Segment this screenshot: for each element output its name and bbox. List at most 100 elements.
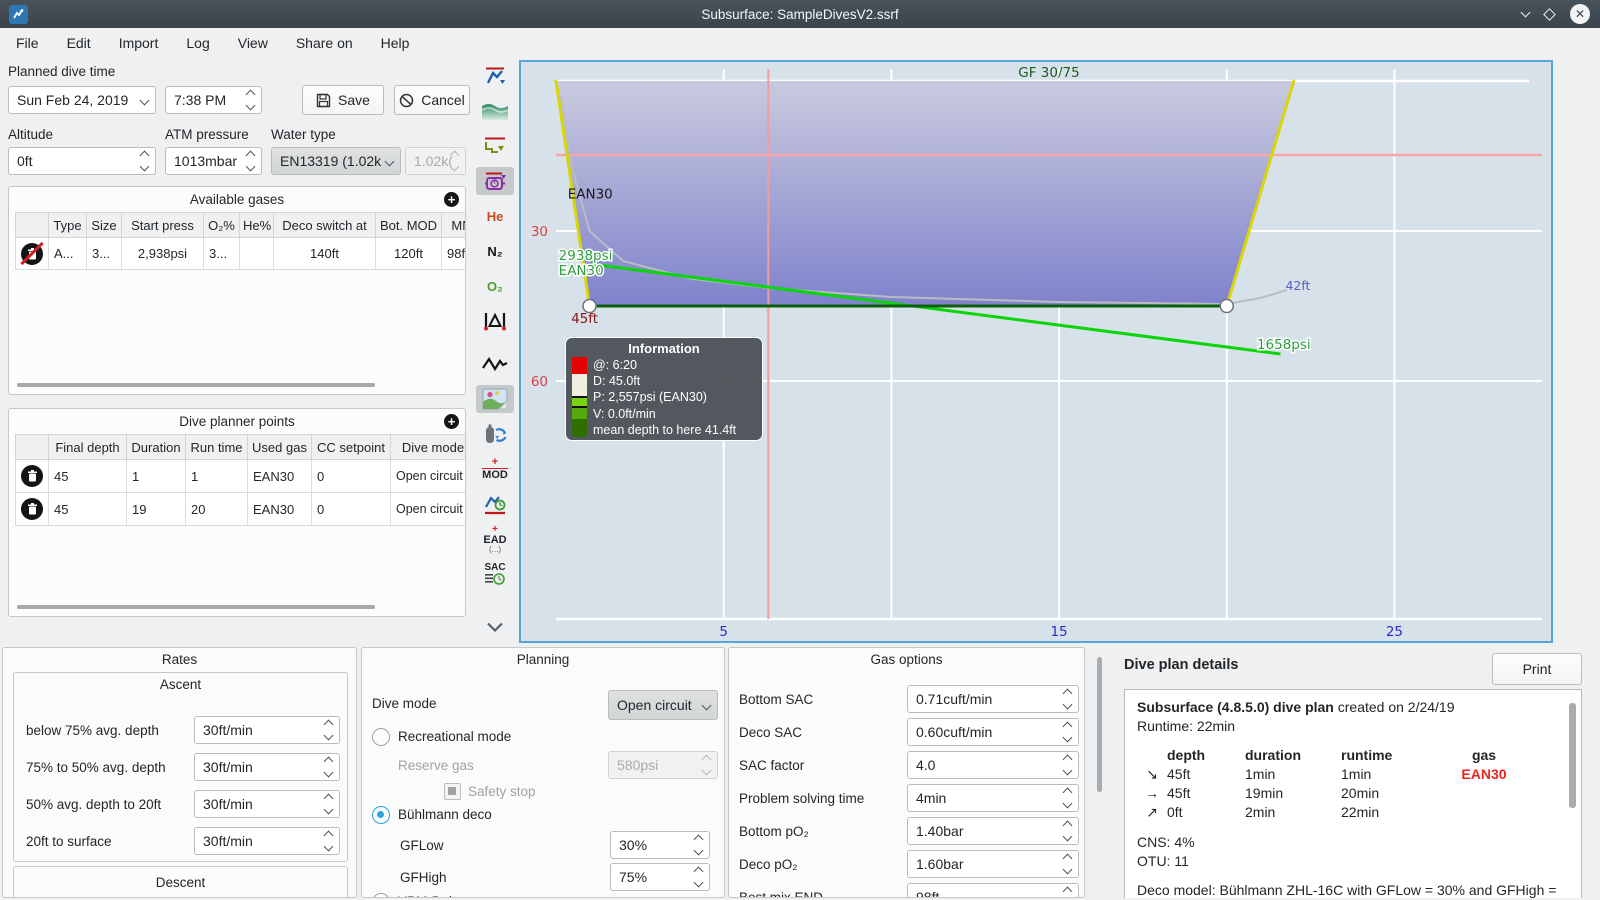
- point-gas-cell[interactable]: EAN30: [247, 492, 312, 526]
- add-gas-button[interactable]: +: [444, 192, 459, 207]
- gas-size-cell[interactable]: 3...: [86, 237, 122, 270]
- gas-o2-cell[interactable]: 3...: [203, 237, 240, 270]
- col-deco-switch[interactable]: Deco switch at: [273, 212, 376, 238]
- dive-profile-chart[interactable]: EAN30 2938psi EAN30 45ft 42ft 1658psi 30 60 5 15 2…: [519, 60, 1553, 643]
- col-duration[interactable]: Duration: [126, 434, 186, 460]
- minimize-icon[interactable]: [1520, 7, 1531, 17]
- col-cc-setpoint[interactable]: CC setpoint: [311, 434, 391, 460]
- tissue-heatmap-button[interactable]: [476, 167, 514, 195]
- buhlmann-deco-radio[interactable]: [372, 806, 390, 824]
- profile-scale-button[interactable]: [476, 62, 514, 90]
- col-o2[interactable]: O₂%: [203, 212, 240, 238]
- point-depth-cell[interactable]: 45: [48, 459, 127, 493]
- gas-type-cell[interactable]: A...: [48, 237, 87, 270]
- add-point-button[interactable]: +: [444, 414, 459, 429]
- maximize-icon[interactable]: [1543, 7, 1556, 21]
- menu-share-on[interactable]: Share on: [295, 35, 353, 51]
- delete-point-icon[interactable]: [21, 498, 43, 520]
- mod-toggle-button[interactable]: + MOD: [482, 456, 508, 481]
- delete-gas-icon[interactable]: [21, 242, 43, 265]
- point-runtime-cell[interactable]: 1: [185, 459, 248, 493]
- ascent-rate-spinner[interactable]: 30ft/min: [194, 716, 340, 744]
- vpmb-deco-radio[interactable]: [372, 893, 390, 897]
- chevron-down-icon: [384, 156, 395, 166]
- ascent-rate-spinner[interactable]: 30ft/min: [194, 790, 340, 818]
- sac-factor-spinner[interactable]: 4.0: [907, 751, 1079, 779]
- ascent-rate-spinner[interactable]: 30ft/min: [194, 753, 340, 781]
- dive-plan-text[interactable]: Subsurface (4.8.5.0) dive plan created o…: [1124, 689, 1582, 898]
- ceiling-button[interactable]: [476, 132, 514, 160]
- nitrogen-graph-button[interactable]: N₂: [487, 243, 503, 259]
- menu-import[interactable]: Import: [118, 35, 159, 51]
- bottom-po2-spinner[interactable]: 1.40bar: [907, 817, 1079, 845]
- delete-point-icon[interactable]: [21, 465, 43, 487]
- col-run-time[interactable]: Run time: [185, 434, 248, 460]
- menu-view[interactable]: View: [237, 35, 268, 51]
- ead-toggle-button[interactable]: + EAD (...): [483, 523, 507, 554]
- gas-switch-cell[interactable]: 140ft: [273, 237, 376, 270]
- dive-date-combo[interactable]: Sun Feb 24, 2019: [8, 86, 156, 114]
- atm-pressure-spinner[interactable]: 1013mbar: [165, 147, 262, 175]
- gases-horizontal-scrollbar[interactable]: [17, 383, 375, 387]
- altitude-spinner[interactable]: 0ft: [8, 147, 156, 175]
- cancel-button[interactable]: Cancel: [394, 85, 470, 115]
- profile-waypoint-handle[interactable]: [582, 298, 597, 314]
- gas-he-cell[interactable]: [239, 237, 274, 270]
- point-mode-cell[interactable]: Open circuit: [390, 492, 465, 526]
- temperature-gradient-button[interactable]: [476, 97, 514, 125]
- gas-mnd-cell[interactable]: 98f: [441, 237, 465, 270]
- col-he[interactable]: He%: [239, 212, 274, 238]
- deco-sac-spinner[interactable]: 0.60cuft/min: [907, 718, 1079, 746]
- gfhigh-spinner[interactable]: 75%: [610, 863, 710, 891]
- print-button[interactable]: Print: [1492, 653, 1582, 685]
- point-gas-cell[interactable]: EAN30: [247, 459, 312, 493]
- deco-po2-spinner[interactable]: 1.60bar: [907, 850, 1079, 878]
- col-dive-mode[interactable]: Dive mode: [390, 434, 465, 460]
- points-horizontal-scrollbar[interactable]: [17, 605, 375, 609]
- dive-time-spinner[interactable]: 7:38 PM: [165, 86, 262, 114]
- menu-file[interactable]: File: [16, 35, 39, 51]
- gas-mod-cell[interactable]: 120ft: [375, 237, 442, 270]
- chart-information-tooltip[interactable]: Information @: 6:20 D: 45.0ft P: 2,557ps…: [565, 337, 763, 441]
- point-setpoint-cell[interactable]: 0: [311, 492, 391, 526]
- water-type-combo[interactable]: EN13319 (1.02k: [271, 147, 401, 175]
- ndl-toggle-button[interactable]: [476, 490, 514, 518]
- point-duration-cell[interactable]: 1: [126, 459, 186, 493]
- photos-toggle-button[interactable]: [476, 385, 514, 413]
- menu-log[interactable]: Log: [186, 35, 210, 51]
- gas-start-press-cell[interactable]: 2,938psi: [121, 237, 204, 270]
- gflow-spinner[interactable]: 30%: [610, 831, 710, 859]
- dive-mode-combo[interactable]: Open circuit: [608, 690, 718, 720]
- point-duration-cell[interactable]: 19: [126, 492, 186, 526]
- col-used-gas[interactable]: Used gas: [247, 434, 312, 460]
- point-runtime-cell[interactable]: 20: [185, 492, 248, 526]
- point-depth-cell[interactable]: 45: [48, 492, 127, 526]
- helium-graph-button[interactable]: He: [486, 208, 504, 224]
- point-setpoint-cell[interactable]: 0: [311, 459, 391, 493]
- problem-time-spinner[interactable]: 4min: [907, 784, 1079, 812]
- menu-edit[interactable]: Edit: [66, 35, 91, 51]
- close-icon[interactable]: ✕: [1570, 4, 1590, 24]
- heart-rate-button[interactable]: [476, 350, 514, 378]
- menu-help[interactable]: Help: [380, 35, 410, 51]
- col-type[interactable]: Type: [48, 212, 87, 238]
- plan-text-scrollbar[interactable]: [1569, 703, 1576, 808]
- ascent-rate-spinner[interactable]: 30ft/min: [194, 827, 340, 855]
- point-mode-cell[interactable]: Open circuit: [390, 459, 465, 493]
- save-button[interactable]: Save: [302, 85, 384, 115]
- col-size[interactable]: Size: [86, 212, 122, 238]
- oxygen-graph-button[interactable]: O₂: [487, 278, 503, 294]
- best-mix-end-spinner[interactable]: 98ft: [907, 883, 1079, 897]
- sac-toggle-button[interactable]: SAC: [476, 560, 514, 588]
- col-final-depth[interactable]: Final depth: [48, 434, 127, 460]
- tank-bar-button[interactable]: [476, 420, 514, 448]
- delta-pressure-button[interactable]: [476, 307, 514, 335]
- bottom-sac-spinner[interactable]: 0.71cuft/min: [907, 685, 1079, 713]
- col-mnd[interactable]: MN: [441, 212, 465, 238]
- toolbar-collapse-button[interactable]: [476, 613, 514, 641]
- col-start-press[interactable]: Start press: [121, 212, 204, 238]
- bottom-panels-scrollbar[interactable]: [1097, 657, 1102, 792]
- profile-waypoint-handle[interactable]: [1219, 298, 1234, 314]
- col-bot-mod[interactable]: Bot. MOD: [375, 212, 442, 238]
- recreational-mode-radio[interactable]: [372, 728, 390, 746]
